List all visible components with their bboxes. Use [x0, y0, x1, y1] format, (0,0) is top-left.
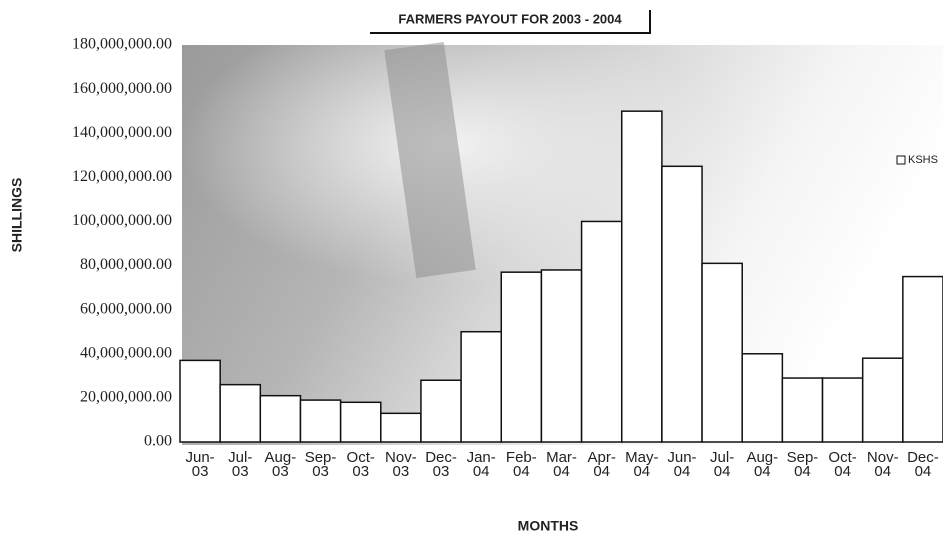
- x-tick-label: Feb-04: [506, 449, 537, 480]
- bar: [339, 401, 382, 443]
- bar: [902, 275, 943, 443]
- x-tick-label: Mar-04: [546, 449, 577, 480]
- x-tick-label: Oct-03: [347, 449, 375, 480]
- bar: [781, 377, 824, 443]
- bar: [380, 412, 422, 443]
- x-tick-label: Jun-03: [185, 449, 214, 480]
- x-tick-label: Dec-04: [907, 449, 939, 480]
- x-tick-label: Jul-04: [710, 449, 734, 480]
- bar: [219, 383, 262, 443]
- x-tick-label: Apr-04: [587, 449, 615, 480]
- title-frame: [370, 10, 651, 34]
- x-tick-label: Aug-03: [265, 449, 297, 480]
- bar: [661, 165, 703, 443]
- y-tick-label: 20,000,000.00: [80, 389, 172, 406]
- x-tick-label: Sep-03: [305, 449, 337, 480]
- y-tick-label: 180,000,000.00: [72, 36, 172, 53]
- x-axis-label: MONTHS: [518, 518, 579, 534]
- bar: [580, 220, 623, 443]
- legend-swatch: [896, 155, 906, 165]
- x-tick-label: Jul-03: [228, 449, 252, 480]
- x-tick-label: Jan-04: [467, 449, 496, 480]
- x-tick-label: Jun-04: [667, 449, 696, 480]
- x-tick-label: Dec-03: [425, 449, 457, 480]
- x-tick-label: Oct-04: [828, 449, 856, 480]
- x-tick-label: Nov-04: [867, 449, 899, 480]
- y-tick-label: 40,000,000.00: [80, 344, 172, 361]
- bar: [540, 269, 583, 443]
- y-tick-label: 80,000,000.00: [80, 256, 172, 273]
- chart-title: FARMERS PAYOUT FOR 2003 - 2004: [398, 11, 622, 26]
- bar: [620, 110, 663, 443]
- y-tick-label: 60,000,000.00: [80, 300, 172, 317]
- x-tick-label: Aug-04: [746, 449, 778, 480]
- y-tick-label: 120,000,000.00: [72, 168, 172, 185]
- x-tick-label: Nov-03: [385, 449, 417, 480]
- bar: [741, 353, 784, 443]
- legend-label: KSHS: [908, 154, 938, 166]
- y-tick-label: 100,000,000.00: [72, 212, 172, 229]
- y-tick-label: 140,000,000.00: [72, 124, 172, 141]
- plot-streak: [384, 41, 476, 279]
- bar: [299, 399, 342, 443]
- bar: [701, 262, 743, 443]
- bar: [259, 394, 302, 443]
- bar: [460, 330, 503, 443]
- bar: [821, 377, 864, 443]
- x-tick-label: Sep-04: [787, 449, 819, 480]
- bar: [500, 271, 543, 443]
- y-tick-label: 0.00: [144, 433, 172, 450]
- y-tick-label: 160,000,000.00: [72, 80, 172, 97]
- x-tick-label: May-04: [625, 449, 658, 480]
- y-axis-label: SHILLINGS: [9, 178, 25, 253]
- bar: [420, 379, 462, 443]
- bar: [861, 357, 904, 443]
- bar: [179, 359, 221, 443]
